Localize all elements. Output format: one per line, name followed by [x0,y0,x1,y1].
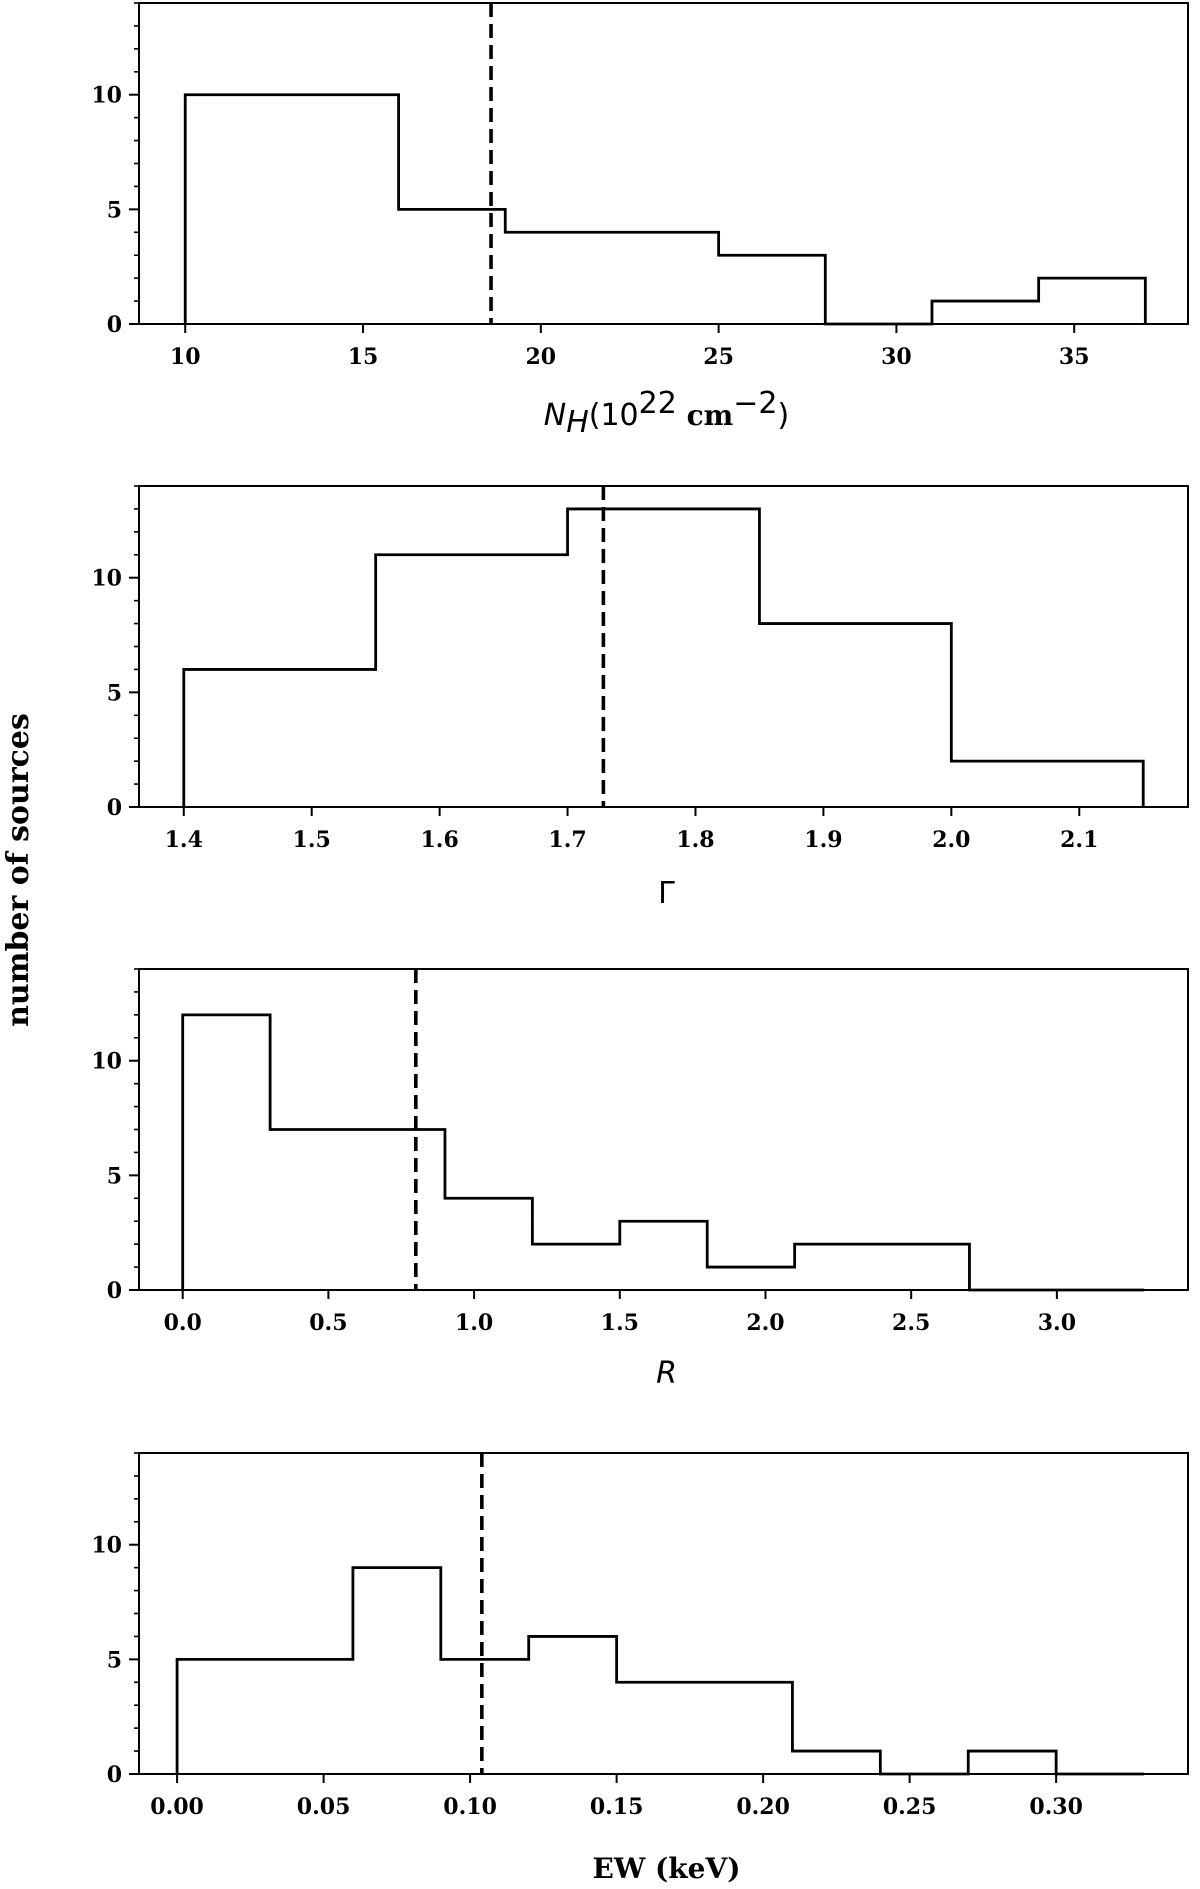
y-tick-label: 10 [91,83,122,109]
x-axis-label-part: N [544,398,566,433]
y-tick-label: 10 [91,1049,122,1075]
x-axis-label-part: cm [677,399,733,432]
x-tick-label: 15 [348,344,379,370]
y-tick-label: 0 [107,795,122,821]
x-tick-label: 30 [881,344,912,370]
histogram-step-line [175,1566,1145,1776]
y-tick-label: 5 [107,1647,122,1673]
y-tick-label: 0 [107,1278,122,1304]
panel-3: 0.0 0.5 1.0 1.5 2.0 2.5 3.0 0 5 10 R [91,968,1189,1391]
histogram-step-line [183,93,1147,326]
x-tick-label: 0.0 [164,1310,202,1336]
x-tick-label: 35 [1059,344,1090,370]
x-tick-label: 2.1 [1060,827,1098,853]
x-tick-label: 1.6 [420,827,458,853]
axes-frame [138,2,1189,325]
panel-4: 0.00 0.05 0.10 0.15 0.20 0.25 0.30 0 5 10 EW (keV) [91,1452,1189,1885]
axes-frame [138,1452,1189,1775]
x-axis-label: R [656,1356,677,1391]
x-tick-label: 0.15 [590,1794,644,1820]
histogram-step-line [181,1013,1145,1292]
x-tick-label: 1.4 [165,827,203,853]
x-axis-label: EW (keV) [593,1852,741,1885]
x-axis-label: Γ [658,876,675,911]
x-tick-label: 0.20 [736,1794,790,1820]
x-tick-label: 0.05 [297,1794,351,1820]
panel-1: 10 15 20 25 30 35 0 5 10 NH(1022 cm−2) [91,2,1189,440]
x-tick-label: 0.25 [883,1794,937,1820]
x-tick-label: 25 [703,344,734,370]
y-tick-label: 0 [107,1762,122,1788]
histogram-step-line [182,507,1145,807]
x-tick-label: 0.30 [1029,1794,1083,1820]
y-tick-label: 0 [107,312,122,338]
x-tick-label: 1.8 [676,827,714,853]
x-tick-label: 2.0 [746,1310,784,1336]
x-axis-label-part: (10 [589,398,639,433]
x-tick-label: 0.10 [443,1794,497,1820]
shared-y-axis-label: number of sources [1,713,36,1027]
x-tick-label: 1.7 [548,827,586,853]
x-tick-label: 3.0 [1038,1310,1076,1336]
x-tick-label: 1.5 [293,827,331,853]
x-tick-label: 2.5 [892,1310,930,1336]
x-tick-label: 2.0 [932,827,970,853]
x-axis-label-part: H [566,405,589,440]
x-tick-label: 1.0 [455,1310,493,1336]
x-tick-label: 1.9 [804,827,842,853]
y-tick-label: 5 [107,1163,122,1189]
y-tick-label: 5 [107,197,122,223]
x-tick-label: 0.00 [150,1794,204,1820]
x-tick-label: 1.5 [601,1310,639,1336]
x-axis-label-part: −2 [733,386,777,421]
y-tick-label: 10 [91,566,122,592]
y-tick-label: 5 [107,680,122,706]
y-tick-label: 10 [91,1533,122,1559]
panel-2: 1.4 1.5 1.6 1.7 1.8 1.9 2.0 2.1 0 5 10 Γ [91,485,1189,911]
x-tick-label: 0.5 [309,1310,347,1336]
x-axis-label-part: ) [778,398,790,433]
x-axis-label: NH(1022 cm−2) [544,386,789,440]
x-tick-label: 10 [170,344,201,370]
axes-frame [138,485,1189,808]
x-axis-label-part: 22 [639,386,677,421]
x-tick-label: 20 [526,344,557,370]
